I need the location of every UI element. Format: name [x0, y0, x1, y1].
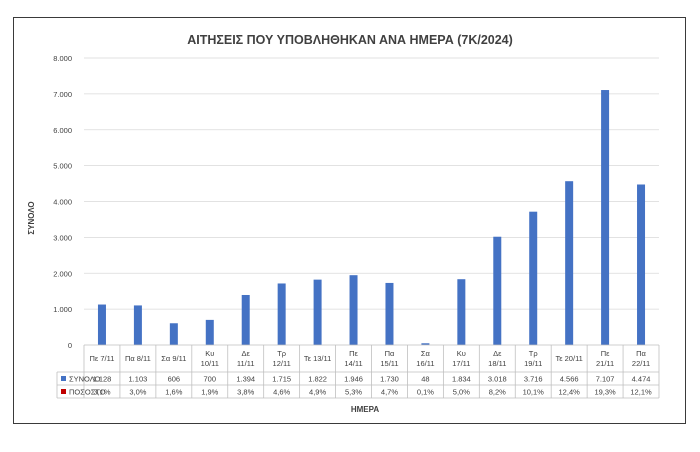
category-label: Πε: [601, 349, 610, 358]
category-label: Δε: [242, 349, 251, 358]
bar: [421, 343, 430, 345]
category-label: Τε 13/11: [304, 354, 331, 363]
data-label: 3,0%: [129, 388, 146, 397]
category-label: 18/11: [488, 359, 506, 368]
bar: [385, 282, 394, 345]
data-label: 1.946: [344, 375, 363, 384]
bar: [637, 184, 646, 345]
data-label: 8,2%: [489, 388, 506, 397]
data-label: 700: [204, 375, 217, 384]
bar: [493, 236, 502, 345]
y-tick-label: 2.000: [53, 269, 72, 278]
data-label: 10,1%: [523, 388, 545, 397]
bar-chart: ΑΙΤΗΣΕΙΣ ΠΟΥ ΥΠΟΒΛΗΘΗΚΑΝ ΑΝΑ ΗΜΕΡΑ (7Κ/2…: [27, 33, 660, 414]
data-label: 1,6%: [165, 388, 182, 397]
data-label: 4,7%: [381, 388, 398, 397]
data-label: 4.474: [632, 375, 651, 384]
bar: [133, 305, 142, 345]
category-label: Κυ: [205, 349, 214, 358]
chart-title: ΑΙΤΗΣΕΙΣ ΠΟΥ ΥΠΟΒΛΗΘΗΚΑΝ ΑΝΑ ΗΜΕΡΑ (7Κ/2…: [187, 33, 513, 47]
category-label: Σα 9/11: [161, 354, 186, 363]
category-label: Πα: [385, 349, 395, 358]
series-name: ΠΟΣΟΣΤΟ: [69, 388, 106, 397]
bar: [313, 279, 322, 345]
category-label: Πα: [636, 349, 646, 358]
category-label: Πε 7/11: [90, 354, 115, 363]
data-label: 12,4%: [559, 388, 581, 397]
category-label: 17/11: [452, 359, 470, 368]
data-label: 1,9%: [201, 388, 218, 397]
category-label: 15/11: [380, 359, 398, 368]
category-label: Πα 8/11: [125, 354, 151, 363]
data-label: 7.107: [596, 375, 615, 384]
bar: [97, 304, 106, 345]
y-tick-label: 5.000: [53, 162, 72, 171]
category-label: 16/11: [416, 359, 434, 368]
bar: [349, 275, 358, 345]
bar: [205, 319, 214, 345]
data-label: 4.566: [560, 375, 579, 384]
data-label: 3.716: [524, 375, 543, 384]
bar: [241, 294, 250, 345]
category-label: 22/11: [632, 359, 650, 368]
y-tick-label: 6.000: [53, 126, 72, 135]
data-label: 1.730: [380, 375, 399, 384]
data-label: 1.103: [129, 375, 148, 384]
legend-key: [61, 376, 66, 381]
y-tick-label: 0: [68, 341, 72, 350]
bar: [457, 279, 466, 345]
bar: [601, 90, 610, 345]
y-tick-label: 8.000: [53, 54, 72, 63]
category-label: 10/11: [201, 359, 219, 368]
category-label: 21/11: [596, 359, 614, 368]
x-axis-label: ΗΜΕΡΑ: [351, 405, 380, 414]
category-label: 11/11: [237, 359, 255, 368]
category-label: Πε: [349, 349, 358, 358]
data-label: 3.018: [488, 375, 507, 384]
data-label: 0,1%: [417, 388, 434, 397]
bar: [169, 323, 178, 345]
category-label: Τε 20/11: [555, 354, 582, 363]
category-label: Κυ: [457, 349, 466, 358]
category-label: 12/11: [273, 359, 291, 368]
y-tick-label: 3.000: [53, 233, 72, 242]
data-label: 4,6%: [273, 388, 290, 397]
data-label: 3,1%: [93, 388, 110, 397]
data-label: 19,3%: [594, 388, 616, 397]
category-label: Τρ: [529, 349, 538, 358]
category-label: Σα: [421, 349, 431, 358]
data-label: 1.834: [452, 375, 471, 384]
y-axis-label: ΣΥΝΟΛΟ: [27, 201, 36, 234]
category-label: 19/11: [524, 359, 542, 368]
category-label: Δε: [493, 349, 502, 358]
chart-frame: ΑΙΤΗΣΕΙΣ ΠΟΥ ΥΠΟΒΛΗΘΗΚΑΝ ΑΝΑ ΗΜΕΡΑ (7Κ/2…: [13, 17, 686, 424]
bar: [529, 211, 538, 345]
data-label: 1.822: [308, 375, 327, 384]
data-label: 1.128: [93, 375, 112, 384]
data-label: 48: [421, 375, 429, 384]
data-label: 5,3%: [345, 388, 362, 397]
data-label: 606: [168, 375, 181, 384]
y-tick-label: 4.000: [53, 198, 72, 207]
data-label: 1.394: [236, 375, 255, 384]
legend-key: [61, 389, 66, 394]
category-label: Τρ: [277, 349, 286, 358]
data-label: 3,8%: [237, 388, 254, 397]
bar: [565, 181, 574, 345]
y-tick-label: 1.000: [53, 305, 72, 314]
category-label: 14/11: [344, 359, 362, 368]
bar: [277, 283, 286, 345]
y-tick-label: 7.000: [53, 90, 72, 99]
data-label: 12,1%: [630, 388, 652, 397]
series-name: ΣΥΝΟΛΟ: [69, 375, 101, 384]
data-label: 5,0%: [453, 388, 470, 397]
data-label: 4,9%: [309, 388, 326, 397]
data-label: 1.715: [272, 375, 291, 384]
